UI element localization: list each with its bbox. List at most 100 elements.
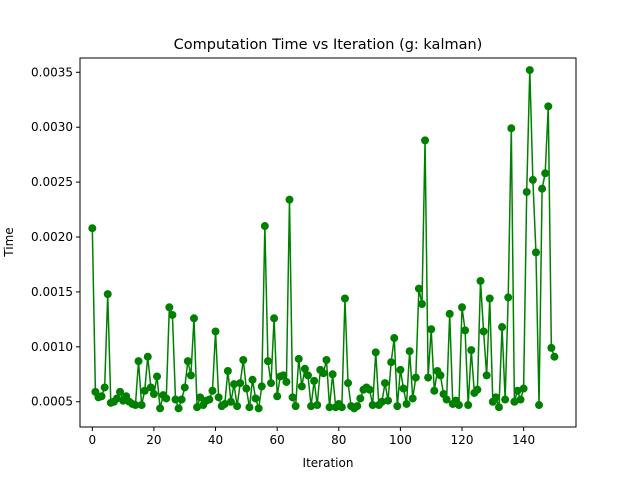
y-tick-label: 0.0025 (31, 175, 73, 189)
data-point (510, 397, 519, 406)
data-point (482, 371, 491, 380)
data-point (442, 395, 451, 404)
x-tick-label: 120 (451, 433, 474, 447)
data-point (380, 379, 389, 388)
data-point (402, 399, 411, 408)
data-point (467, 346, 476, 355)
x-axis-ticks: 0 20 40 60 80 100 120 140 (89, 427, 535, 447)
data-point (297, 382, 306, 391)
data-point (473, 385, 482, 394)
data-point (223, 366, 232, 375)
x-tick-label: 40 (208, 433, 223, 447)
x-tick-label: 80 (331, 433, 346, 447)
data-point (319, 369, 328, 378)
data-point (245, 403, 254, 412)
data-point (205, 395, 214, 404)
data-point (476, 276, 485, 285)
data-point (242, 384, 251, 393)
data-point (88, 224, 97, 233)
data-point (257, 382, 266, 391)
data-point (168, 310, 177, 319)
data-point (544, 102, 553, 111)
data-point (116, 387, 125, 396)
data-point (165, 303, 174, 312)
data-point (282, 377, 291, 386)
data-point (233, 402, 242, 411)
data-point (140, 386, 149, 395)
data-point (254, 404, 263, 413)
data-point (390, 334, 399, 343)
data-point (186, 371, 195, 380)
data-point (461, 326, 470, 335)
data-point (547, 343, 556, 352)
data-point (436, 371, 445, 380)
data-point (377, 397, 386, 406)
data-point (162, 394, 171, 403)
data-point (294, 354, 303, 363)
y-tick-label: 0.0010 (31, 340, 73, 354)
y-axis-ticks: 0.0005 0.0010 0.0015 0.0020 0.0025 0.0030 0.00… (31, 65, 80, 409)
data-point (248, 375, 257, 384)
data-point (344, 379, 353, 388)
data-point (519, 384, 528, 393)
x-axis-label: Iteration (303, 456, 354, 470)
data-point (171, 395, 180, 404)
data-point (531, 248, 540, 257)
data-point (285, 195, 294, 204)
data-point (498, 323, 507, 332)
data-point (220, 399, 229, 408)
data-point (325, 403, 334, 412)
data-point (193, 403, 202, 412)
data-point (226, 397, 235, 406)
x-tick-label: 0 (89, 433, 97, 447)
data-point (368, 401, 377, 410)
data-point (300, 364, 309, 373)
data-point (134, 357, 143, 366)
y-tick-label: 0.0020 (31, 230, 73, 244)
axes-frame (79, 57, 577, 428)
x-tick-label: 100 (389, 433, 412, 447)
data-point (288, 393, 297, 402)
data-point (310, 376, 319, 385)
y-axis-label: Time (2, 227, 16, 257)
data-point (445, 309, 454, 318)
data-point (408, 394, 417, 403)
data-point (384, 396, 393, 405)
data-point (260, 222, 269, 231)
data-point (458, 303, 467, 312)
y-tick-label: 0.0015 (31, 285, 73, 299)
data-point (149, 390, 158, 399)
data-point (131, 401, 140, 410)
data-point (485, 294, 494, 303)
y-tick-label: 0.0030 (31, 120, 73, 134)
plot-area (88, 66, 559, 413)
data-point (291, 402, 300, 411)
data-point (180, 383, 189, 392)
x-tick-label: 140 (512, 433, 535, 447)
data-point (421, 136, 430, 145)
data-point (177, 395, 186, 404)
data-point (525, 66, 534, 75)
data-point (417, 300, 426, 308)
data-point (328, 370, 337, 379)
data-point (356, 394, 365, 403)
y-tick-label: 0.0005 (31, 395, 73, 409)
data-point (430, 386, 439, 395)
data-point (522, 187, 531, 196)
data-point (196, 393, 205, 402)
data-point (504, 293, 513, 302)
data-point (353, 402, 362, 411)
data-point (396, 365, 405, 374)
data-point (494, 403, 503, 412)
data-point (153, 372, 162, 381)
data-point (405, 347, 414, 356)
data-point (427, 325, 436, 334)
data-point (156, 404, 165, 413)
data-point (174, 404, 183, 413)
data-point (267, 379, 276, 388)
data-point (516, 395, 525, 404)
data-point (454, 401, 463, 410)
data-point (535, 401, 544, 410)
